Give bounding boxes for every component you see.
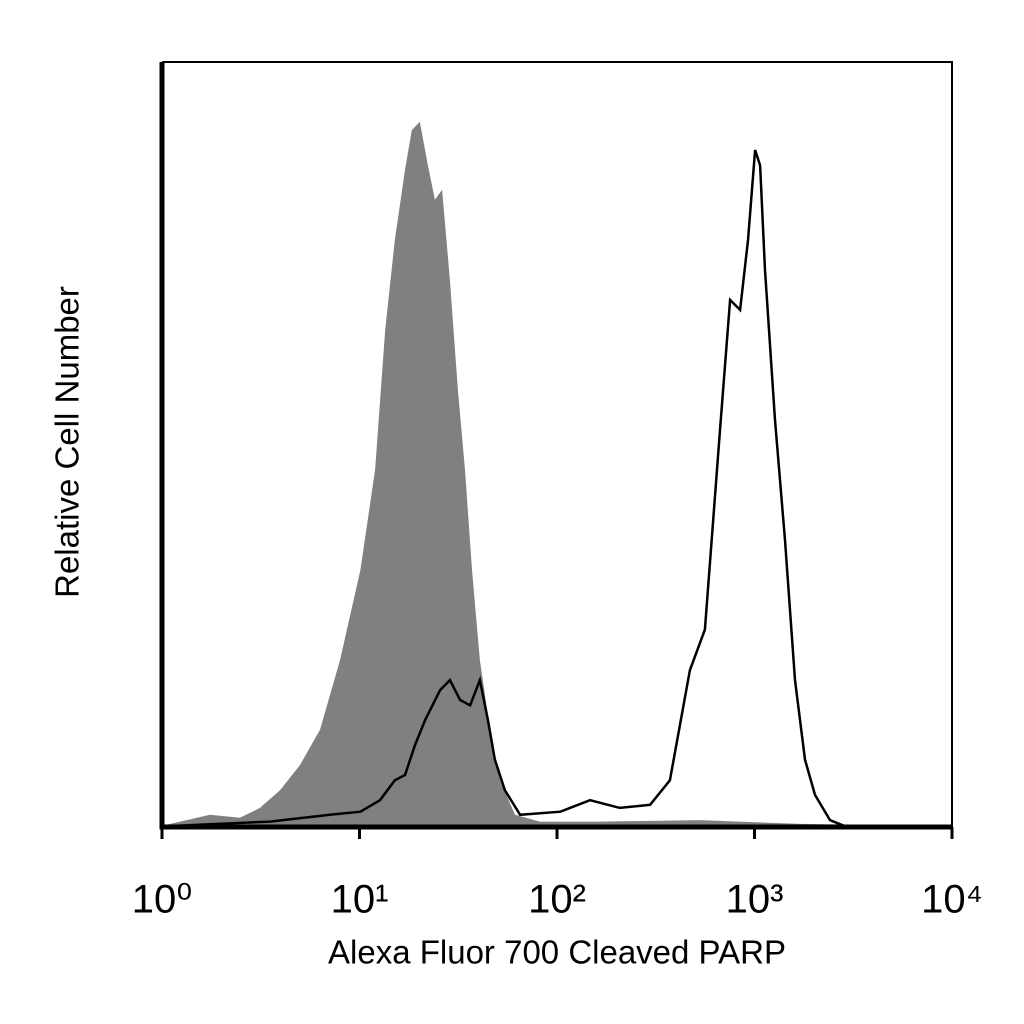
plot-frame [162, 61, 953, 827]
x-tick-label: 10⁴ [921, 878, 983, 922]
x-axis-label: Alexa Fluor 700 Cleaved PARP [328, 934, 786, 971]
x-tick-label: 10⁰ [132, 878, 193, 922]
x-tick-label: 10³ [726, 878, 784, 922]
axis-line [159, 62, 952, 830]
y-axis-label: Relative Cell Number [49, 286, 86, 598]
x-tick-label: 10² [528, 878, 586, 922]
histogram-area [165, 121, 950, 827]
x-tick-label: 10¹ [331, 878, 389, 922]
histogram-line [165, 149, 950, 828]
